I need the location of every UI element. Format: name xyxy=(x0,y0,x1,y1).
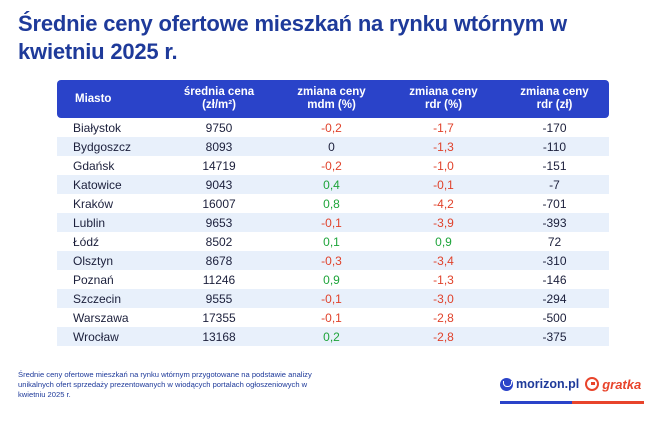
cell-price: 17355 xyxy=(202,310,236,325)
chart-title: Średnie ceny ofertowe mieszkań na rynku … xyxy=(18,11,567,64)
cell-city: Łódź xyxy=(73,234,100,249)
cell-rdr-zl: -393 xyxy=(542,215,567,230)
cell-price: 9653 xyxy=(205,215,233,230)
table-row: Olsztyn 8678 -0,3 -3,4 -310 xyxy=(57,251,609,270)
cell-rdr-zl: -294 xyxy=(542,291,567,306)
logos: morizon.pl gratka xyxy=(500,372,641,396)
cell-rdr-zl: -170 xyxy=(542,120,567,135)
cell-city: Kraków xyxy=(73,196,114,211)
cell-rdr-zl: -701 xyxy=(542,196,567,211)
cell-rdr-pct: -2,8 xyxy=(433,329,454,344)
cell-city: Białystok xyxy=(73,120,122,135)
gratka-g-icon xyxy=(585,377,600,391)
cell-price: 8093 xyxy=(205,139,233,154)
cell-rdr-pct: -1,7 xyxy=(433,120,454,135)
cell-mdm: 0,9 xyxy=(323,272,340,287)
table-row: Warszawa 17355 -0,1 -2,8 -500 xyxy=(57,308,609,327)
header-city: Miasto xyxy=(75,92,112,105)
cell-price: 13168 xyxy=(202,329,236,344)
cell-mdm: -0,1 xyxy=(321,310,342,325)
table-row: Białystok 9750 -0,2 -1,7 -170 xyxy=(57,118,609,137)
cell-price: 16007 xyxy=(202,196,236,211)
table-header: Miasto średnia cena (zł/m²) zmiana ceny md… xyxy=(57,80,609,118)
cell-price: 11246 xyxy=(202,272,236,287)
price-table: Miasto średnia cena (zł/m²) zmiana ceny md… xyxy=(57,80,609,346)
table-row: Lublin 9653 -0,1 -3,9 -393 xyxy=(57,213,609,232)
cell-rdr-zl: -7 xyxy=(549,177,560,192)
table-row: Łódź 8502 0,1 0,9 72 xyxy=(57,232,609,251)
cell-city: Wrocław xyxy=(73,329,119,344)
cell-rdr-pct: -4,2 xyxy=(433,196,454,211)
header-price: średnia cena (zł/m²) xyxy=(183,86,255,111)
cell-rdr-zl: 72 xyxy=(547,234,562,249)
header-rdr-pct: zmiana ceny rdr (%) xyxy=(409,86,478,111)
table-row: Gdańsk 14719 -0,2 -1,0 -151 xyxy=(57,156,609,175)
morizon-house-icon xyxy=(500,377,513,391)
cell-price: 8502 xyxy=(205,234,233,249)
cell-city: Poznań xyxy=(73,272,114,287)
cell-mdm: -0,1 xyxy=(321,215,342,230)
table-body: Białystok 9750 -0,2 -1,7 -170 Bydgoszcz 8093 0 -… xyxy=(57,118,609,346)
cell-rdr-pct: -3,4 xyxy=(433,253,454,268)
cell-rdr-pct: -2,8 xyxy=(433,310,454,325)
cell-rdr-pct: -3,9 xyxy=(433,215,454,230)
cell-rdr-zl: -151 xyxy=(542,158,567,173)
cell-mdm: -0,1 xyxy=(321,291,342,306)
cell-mdm: 0,2 xyxy=(323,329,340,344)
cell-rdr-zl: -500 xyxy=(542,310,567,325)
cell-city: Gdańsk xyxy=(73,158,115,173)
cell-mdm: -0,2 xyxy=(321,158,342,173)
gratka-logo: gratka xyxy=(585,377,641,392)
cell-mdm: 0,1 xyxy=(323,234,340,249)
table-row: Katowice 9043 0,4 -0,1 -7 xyxy=(57,175,609,194)
cell-rdr-pct: -1,3 xyxy=(433,272,454,287)
cell-rdr-zl: -146 xyxy=(542,272,567,287)
cell-price: 9043 xyxy=(205,177,233,192)
cell-price: 8678 xyxy=(205,253,233,268)
cell-city: Warszawa xyxy=(73,310,129,325)
cell-rdr-pct: -1,3 xyxy=(433,139,454,154)
cell-city: Bydgoszcz xyxy=(73,139,132,154)
cell-rdr-zl: -375 xyxy=(542,329,567,344)
cell-city: Lublin xyxy=(73,215,106,230)
table-row: Wrocław 13168 0,2 -2,8 -375 xyxy=(57,327,609,346)
table-row: Bydgoszcz 8093 0 -1,3 -110 xyxy=(57,137,609,156)
brand-bar-red xyxy=(572,401,644,404)
brand-bar-blue xyxy=(500,401,572,404)
table-row: Poznań 11246 0,9 -1,3 -146 xyxy=(57,270,609,289)
cell-price: 9750 xyxy=(205,120,233,135)
cell-city: Szczecin xyxy=(73,291,122,306)
table-row: Kraków 16007 0,8 -4,2 -701 xyxy=(57,194,609,213)
cell-price: 14719 xyxy=(202,158,236,173)
header-mdm: zmiana ceny mdm (%) xyxy=(297,86,366,111)
cell-mdm: -0,3 xyxy=(321,253,342,268)
cell-mdm: -0,2 xyxy=(321,120,342,135)
morizon-logo: morizon.pl xyxy=(500,377,579,391)
table-row: Szczecin 9555 -0,1 -3,0 -294 xyxy=(57,289,609,308)
cell-rdr-pct: -0,1 xyxy=(433,177,454,192)
header-rdr-zl: zmiana ceny rdr (zł) xyxy=(520,86,589,111)
cell-city: Olsztyn xyxy=(73,253,114,268)
cell-rdr-zl: -110 xyxy=(542,139,567,154)
footnote: Średnie ceny ofertowe mieszkań na rynku … xyxy=(18,370,312,399)
cell-mdm: 0 xyxy=(328,139,335,154)
cell-rdr-pct: -3,0 xyxy=(433,291,454,306)
cell-city: Katowice xyxy=(73,177,122,192)
cell-mdm: 0,8 xyxy=(323,196,340,211)
cell-mdm: 0,4 xyxy=(323,177,340,192)
cell-rdr-pct: -1,0 xyxy=(433,158,454,173)
cell-price: 9555 xyxy=(205,291,233,306)
cell-rdr-pct: 0,9 xyxy=(435,234,452,249)
cell-rdr-zl: -310 xyxy=(542,253,567,268)
